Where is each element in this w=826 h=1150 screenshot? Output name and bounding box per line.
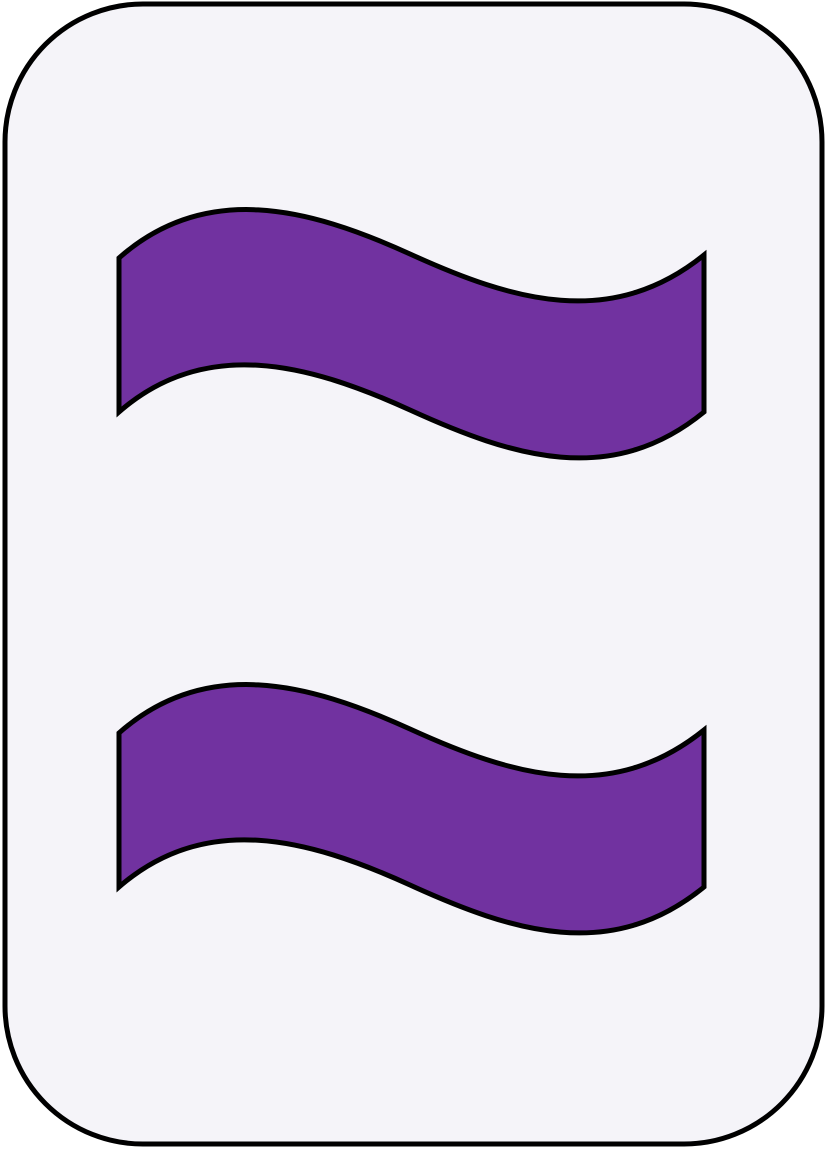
- squiggle-icon: [116, 682, 707, 936]
- squiggle-icon: [116, 207, 707, 461]
